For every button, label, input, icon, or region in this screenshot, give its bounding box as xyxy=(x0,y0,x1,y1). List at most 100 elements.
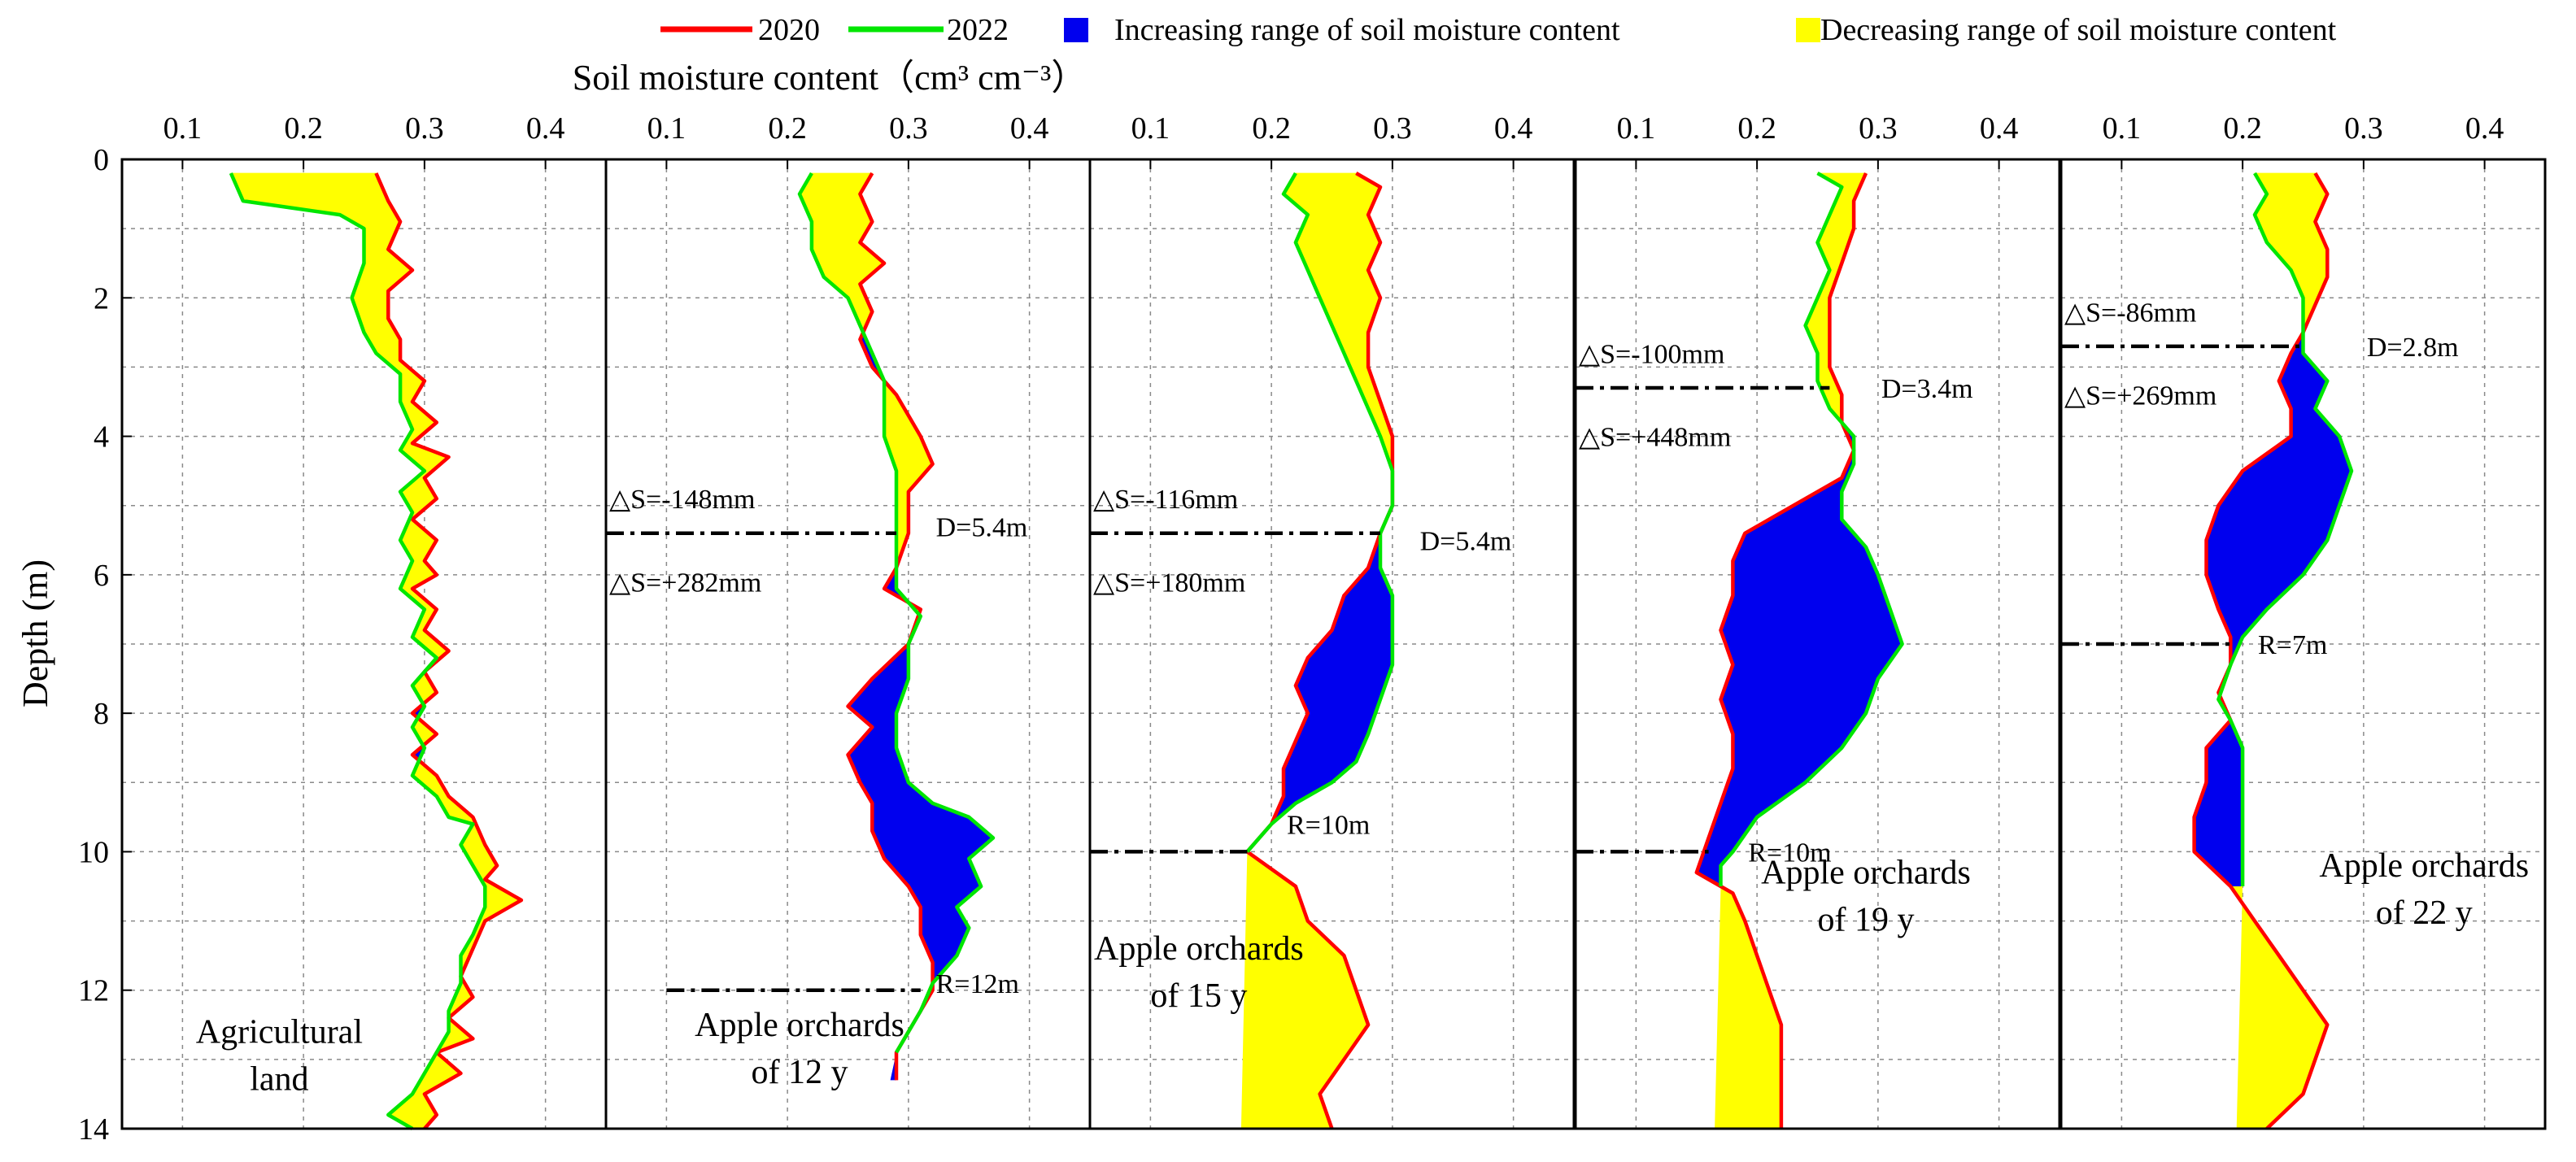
increase-band xyxy=(912,893,974,898)
increase-band xyxy=(2265,450,2347,455)
increase-band xyxy=(2206,751,2243,755)
increase-band xyxy=(1297,678,1388,683)
decrease-band xyxy=(811,242,865,246)
increase-band xyxy=(2222,494,2344,499)
increase-band xyxy=(2205,744,2243,749)
increase-band xyxy=(1727,651,1898,655)
increase-band xyxy=(852,695,903,700)
increase-band xyxy=(1290,747,1363,752)
increase-band xyxy=(2206,539,2329,544)
decrease-band xyxy=(1310,276,1374,281)
increase-band xyxy=(1732,564,1876,568)
decrease-band xyxy=(464,851,492,856)
decrease-band xyxy=(885,439,925,444)
increase-band xyxy=(886,861,973,866)
increase-band xyxy=(2205,574,2304,579)
increase-band xyxy=(920,924,970,929)
y-tick-label: 0 xyxy=(94,143,109,177)
increase-band xyxy=(1727,605,1891,610)
increase-band xyxy=(871,820,979,825)
increase-band xyxy=(2194,824,2243,828)
decrease-band xyxy=(883,425,918,430)
series-2020-line xyxy=(2192,172,2330,1130)
decrease-band xyxy=(799,189,863,195)
decrease-band xyxy=(354,304,389,309)
tail-band xyxy=(2230,886,2328,1129)
tail-band xyxy=(1240,851,1369,1129)
increase-band xyxy=(2225,491,2345,496)
increase-band xyxy=(2215,602,2275,607)
decrease-band xyxy=(357,315,389,320)
increase-band xyxy=(1304,706,1379,711)
decrease-band xyxy=(462,847,490,852)
increase-band xyxy=(1732,764,1824,769)
decrease-band xyxy=(1295,238,1381,243)
increase-band xyxy=(1742,533,1858,537)
increase-band xyxy=(1338,605,1393,610)
increase-band xyxy=(2291,432,2340,437)
increase-band xyxy=(2208,529,2332,534)
increase-band xyxy=(2206,546,2324,551)
x-tick-label: 0.3 xyxy=(1859,111,1898,146)
decrease-band xyxy=(1820,231,1854,237)
increase-band xyxy=(2194,833,2243,838)
legend-label-2020: 2020 xyxy=(758,13,820,47)
increase-band xyxy=(1295,681,1387,686)
decrease-band xyxy=(399,539,438,544)
y-axis-label: Depth (m) xyxy=(15,559,55,707)
chart-title: Soil moisture content（cm³ cm⁻³） xyxy=(573,58,1087,98)
increase-band xyxy=(1732,740,1847,745)
increase-band xyxy=(2199,799,2243,804)
increase-band xyxy=(2219,612,2265,617)
increase-band xyxy=(1721,795,1788,800)
increase-band xyxy=(1301,699,1381,703)
decrease-band xyxy=(1291,176,1370,181)
increase-band xyxy=(2206,772,2243,777)
decrease-band xyxy=(886,442,926,447)
increase-band xyxy=(921,938,965,942)
panel-label-text: Agricultural xyxy=(196,1013,363,1051)
increase-band xyxy=(851,709,899,714)
decrease-band xyxy=(2277,255,2328,260)
decrease-band xyxy=(1308,273,1372,278)
decrease-band xyxy=(1804,321,1830,326)
decrease-band xyxy=(364,231,397,237)
decrease-band xyxy=(2281,259,2328,264)
increase-band xyxy=(1331,626,1393,631)
tail-band xyxy=(1715,886,1781,1129)
legend-box-increase xyxy=(1064,18,1088,42)
increase-band xyxy=(1732,574,1880,579)
increase-band xyxy=(1343,591,1393,596)
increase-band xyxy=(2260,453,2347,458)
decrease-band xyxy=(1804,324,1830,330)
increase-band xyxy=(1767,516,1842,520)
decrease-band xyxy=(1295,242,1381,246)
decrease-band xyxy=(883,432,922,437)
decrease-band xyxy=(817,263,886,268)
increase-band xyxy=(2278,381,2328,385)
annotation-text: D=5.4m xyxy=(936,512,1028,542)
increase-band xyxy=(1708,833,1746,838)
increase-band xyxy=(1305,712,1376,717)
increase-band xyxy=(1743,529,1855,534)
decrease-band xyxy=(1322,304,1379,309)
increase-band xyxy=(1750,525,1852,530)
x-tick-label: 0.1 xyxy=(647,111,686,146)
decrease-band xyxy=(364,245,390,250)
increase-band xyxy=(2287,401,2319,406)
increase-band xyxy=(1720,699,1872,703)
increase-band xyxy=(1726,781,1807,786)
decrease-band xyxy=(1284,186,1381,191)
increase-band xyxy=(868,678,909,683)
increase-band xyxy=(2286,398,2321,403)
decrease-band xyxy=(2287,266,2328,271)
decrease-band xyxy=(239,194,388,198)
increase-band xyxy=(920,927,970,932)
increase-band xyxy=(1297,688,1385,693)
increase-band xyxy=(1724,616,1894,620)
increase-band xyxy=(920,907,960,912)
increase-band xyxy=(1724,712,1867,717)
y-tick-label: 10 xyxy=(78,835,109,869)
decrease-band xyxy=(1316,290,1380,295)
